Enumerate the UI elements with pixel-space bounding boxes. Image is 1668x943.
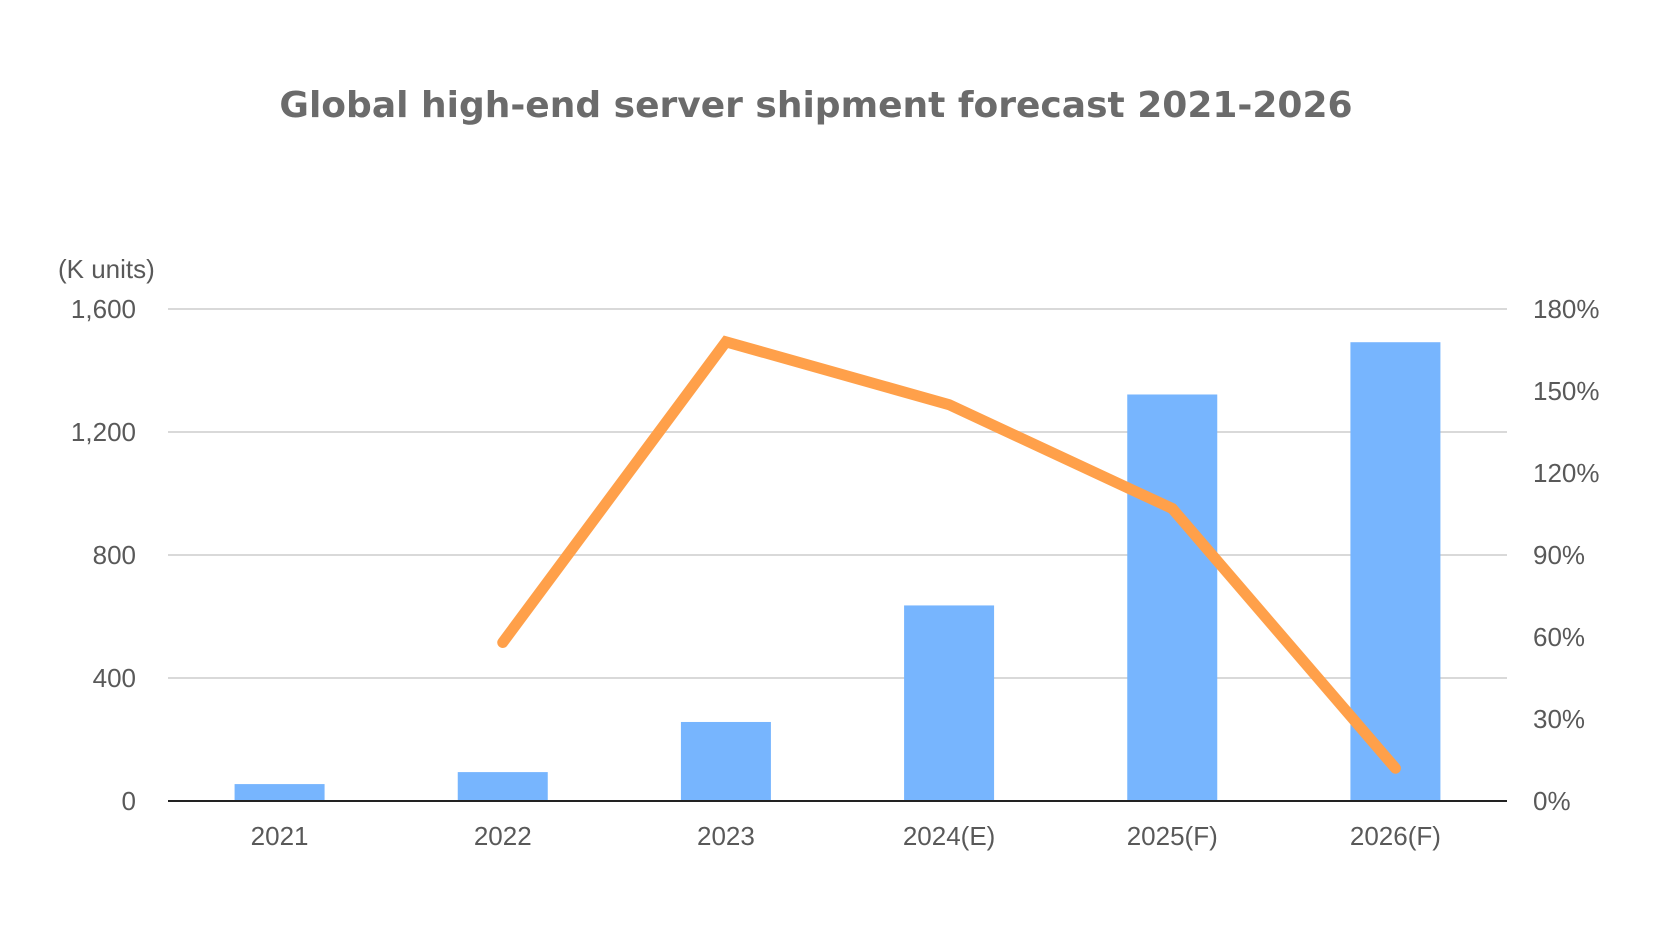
- bar-2021: [235, 784, 325, 801]
- y-axis-ticks: 0 400 800 1,200 1,600: [71, 294, 136, 816]
- x-tick-label: 2024(E): [903, 821, 996, 851]
- y2-tick-label: 90%: [1533, 540, 1585, 570]
- y-tick-label: 400: [93, 663, 136, 693]
- y2-axis-ticks: 0% 30% 60% 90% 120% 150% 180%: [1533, 294, 1600, 816]
- x-tick-label: 2021: [251, 821, 309, 851]
- y2-tick-label: 60%: [1533, 622, 1585, 652]
- x-tick-label: 2025(F): [1127, 821, 1218, 851]
- bar-2025(F): [1127, 394, 1217, 801]
- bar-2022: [458, 772, 548, 801]
- x-tick-label: 2022: [474, 821, 532, 851]
- x-tick-label: 2023: [697, 821, 755, 851]
- bars: [235, 342, 1441, 801]
- y-tick-label: 800: [93, 540, 136, 570]
- y-axis-label: (K units): [58, 254, 155, 284]
- y-tick-label: 1,200: [71, 417, 136, 447]
- x-axis-ticks: 2021 2022 2023 2024(E) 2025(F) 2026(F): [251, 821, 1441, 851]
- bar-2023: [681, 722, 771, 801]
- y2-tick-label: 0%: [1533, 786, 1571, 816]
- chart-title: Global high-end server shipment forecast…: [279, 85, 1352, 126]
- y-tick-label: 0: [122, 786, 136, 816]
- y2-tick-label: 150%: [1533, 376, 1600, 406]
- bar-2024(E): [904, 605, 994, 801]
- x-tick-label: 2026(F): [1350, 821, 1441, 851]
- y2-tick-label: 30%: [1533, 704, 1585, 734]
- y-tick-label: 1,600: [71, 294, 136, 324]
- y2-tick-label: 120%: [1533, 458, 1600, 488]
- gridlines: [168, 309, 1507, 678]
- y2-tick-label: 180%: [1533, 294, 1600, 324]
